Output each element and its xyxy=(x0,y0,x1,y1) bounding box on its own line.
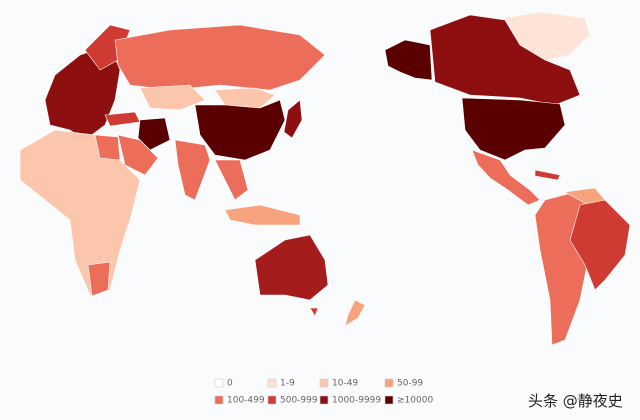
legend-swatch xyxy=(267,378,277,388)
legend-label: 1-9 xyxy=(280,379,295,389)
kazakhstan xyxy=(139,84,206,111)
legend-label: 100-499 xyxy=(227,396,265,406)
new-zealand xyxy=(344,299,366,327)
legend-label: 10-49 xyxy=(332,379,358,389)
mongolia xyxy=(214,87,276,109)
brazil xyxy=(569,199,631,291)
legend-label: ≥10000 xyxy=(397,396,433,406)
legend-swatch xyxy=(384,395,394,405)
usa xyxy=(461,97,566,161)
tasmania xyxy=(309,307,319,317)
australia xyxy=(254,234,329,301)
china xyxy=(194,99,286,161)
africa xyxy=(19,129,141,296)
se-asia xyxy=(214,159,249,201)
legend-label: 1000-9999 xyxy=(332,396,381,406)
japan xyxy=(283,99,303,139)
legend-swatch xyxy=(319,378,329,388)
legend-swatch xyxy=(384,378,394,388)
mexico xyxy=(471,149,541,206)
arabia xyxy=(117,134,159,176)
iran xyxy=(137,117,171,151)
countries xyxy=(19,11,631,346)
canada xyxy=(429,14,581,106)
russia xyxy=(114,24,326,91)
legend-label: 0 xyxy=(227,379,233,389)
caribbean xyxy=(534,169,561,181)
legend-swatch xyxy=(214,395,224,405)
india xyxy=(174,139,211,201)
egypt xyxy=(94,134,121,161)
legend-swatch xyxy=(214,378,224,388)
legend-swatch xyxy=(319,395,329,405)
turkey xyxy=(104,111,141,127)
indonesia xyxy=(224,204,301,226)
legend-label: 500-999 xyxy=(280,396,318,406)
watermark: 头条 @静夜史 xyxy=(528,392,623,410)
legend: 0 1-9 10-49 50-99 100-499 500-999 1000-9999 ≥10… xyxy=(214,378,433,406)
alaska xyxy=(384,39,433,81)
south-africa xyxy=(87,261,111,297)
legend-swatch xyxy=(267,395,277,405)
legend-label: 50-99 xyxy=(397,379,423,389)
